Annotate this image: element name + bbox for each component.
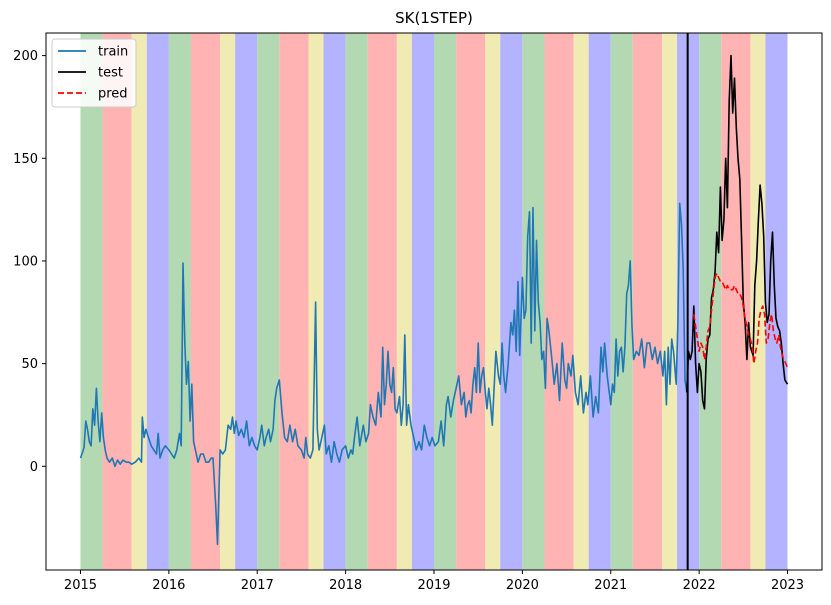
season-band bbox=[662, 33, 678, 570]
season-band bbox=[367, 33, 397, 570]
season-band bbox=[131, 33, 147, 570]
x-tick-label: 2017 bbox=[241, 578, 274, 593]
season-band bbox=[544, 33, 574, 570]
y-axis: 0 50 100 150 200 bbox=[13, 49, 46, 475]
season-band bbox=[323, 33, 346, 570]
x-tick-label: 2019 bbox=[417, 578, 450, 593]
series-line-test bbox=[686, 54, 789, 410]
season-band bbox=[522, 33, 545, 570]
x-tick-label: 2023 bbox=[771, 578, 804, 593]
season-band bbox=[610, 33, 633, 570]
season-band bbox=[279, 33, 309, 570]
y-tick-label: 50 bbox=[21, 357, 38, 372]
season-band bbox=[588, 33, 611, 570]
legend-label-test: test bbox=[98, 66, 123, 81]
season-band bbox=[235, 33, 258, 570]
legend-label-pred: pred bbox=[98, 87, 128, 102]
legend-label-train: train bbox=[98, 45, 128, 60]
season-band bbox=[220, 33, 236, 570]
season-band bbox=[146, 33, 169, 570]
season-band bbox=[345, 33, 368, 570]
legend: train test pred bbox=[51, 38, 137, 108]
y-tick-label: 0 bbox=[30, 460, 38, 475]
season-band bbox=[485, 33, 501, 570]
season-band bbox=[190, 33, 221, 570]
series-line-pred bbox=[693, 272, 789, 369]
season-band bbox=[500, 33, 523, 570]
season-bands bbox=[80, 33, 788, 570]
x-tick-label: 2015 bbox=[64, 578, 97, 593]
season-band bbox=[699, 33, 722, 570]
series-line-train bbox=[79, 202, 688, 546]
chart-title: SK(1STEP) bbox=[395, 9, 473, 27]
x-tick-label: 2016 bbox=[152, 578, 185, 593]
season-band bbox=[257, 33, 280, 570]
season-band bbox=[456, 33, 486, 570]
season-band bbox=[573, 33, 589, 570]
season-band bbox=[80, 33, 103, 570]
series-layer bbox=[79, 54, 789, 546]
y-tick-label: 100 bbox=[13, 254, 38, 269]
x-tick-label: 2018 bbox=[329, 578, 362, 593]
x-axis: 2015 2016 2017 2018 2019 2020 2021 2022 2023 bbox=[64, 570, 804, 593]
x-tick-label: 2020 bbox=[506, 578, 539, 593]
season-band bbox=[434, 33, 457, 570]
season-band bbox=[168, 33, 191, 570]
season-band bbox=[411, 33, 434, 570]
season-band bbox=[750, 33, 766, 570]
season-band bbox=[765, 33, 788, 570]
y-tick-label: 200 bbox=[13, 49, 38, 64]
season-band bbox=[396, 33, 412, 570]
x-tick-label: 2022 bbox=[683, 578, 716, 593]
legend-box bbox=[51, 38, 137, 108]
season-band bbox=[632, 33, 663, 570]
x-tick-label: 2021 bbox=[594, 578, 627, 593]
season-band bbox=[102, 33, 132, 570]
y-tick-label: 150 bbox=[13, 152, 38, 167]
